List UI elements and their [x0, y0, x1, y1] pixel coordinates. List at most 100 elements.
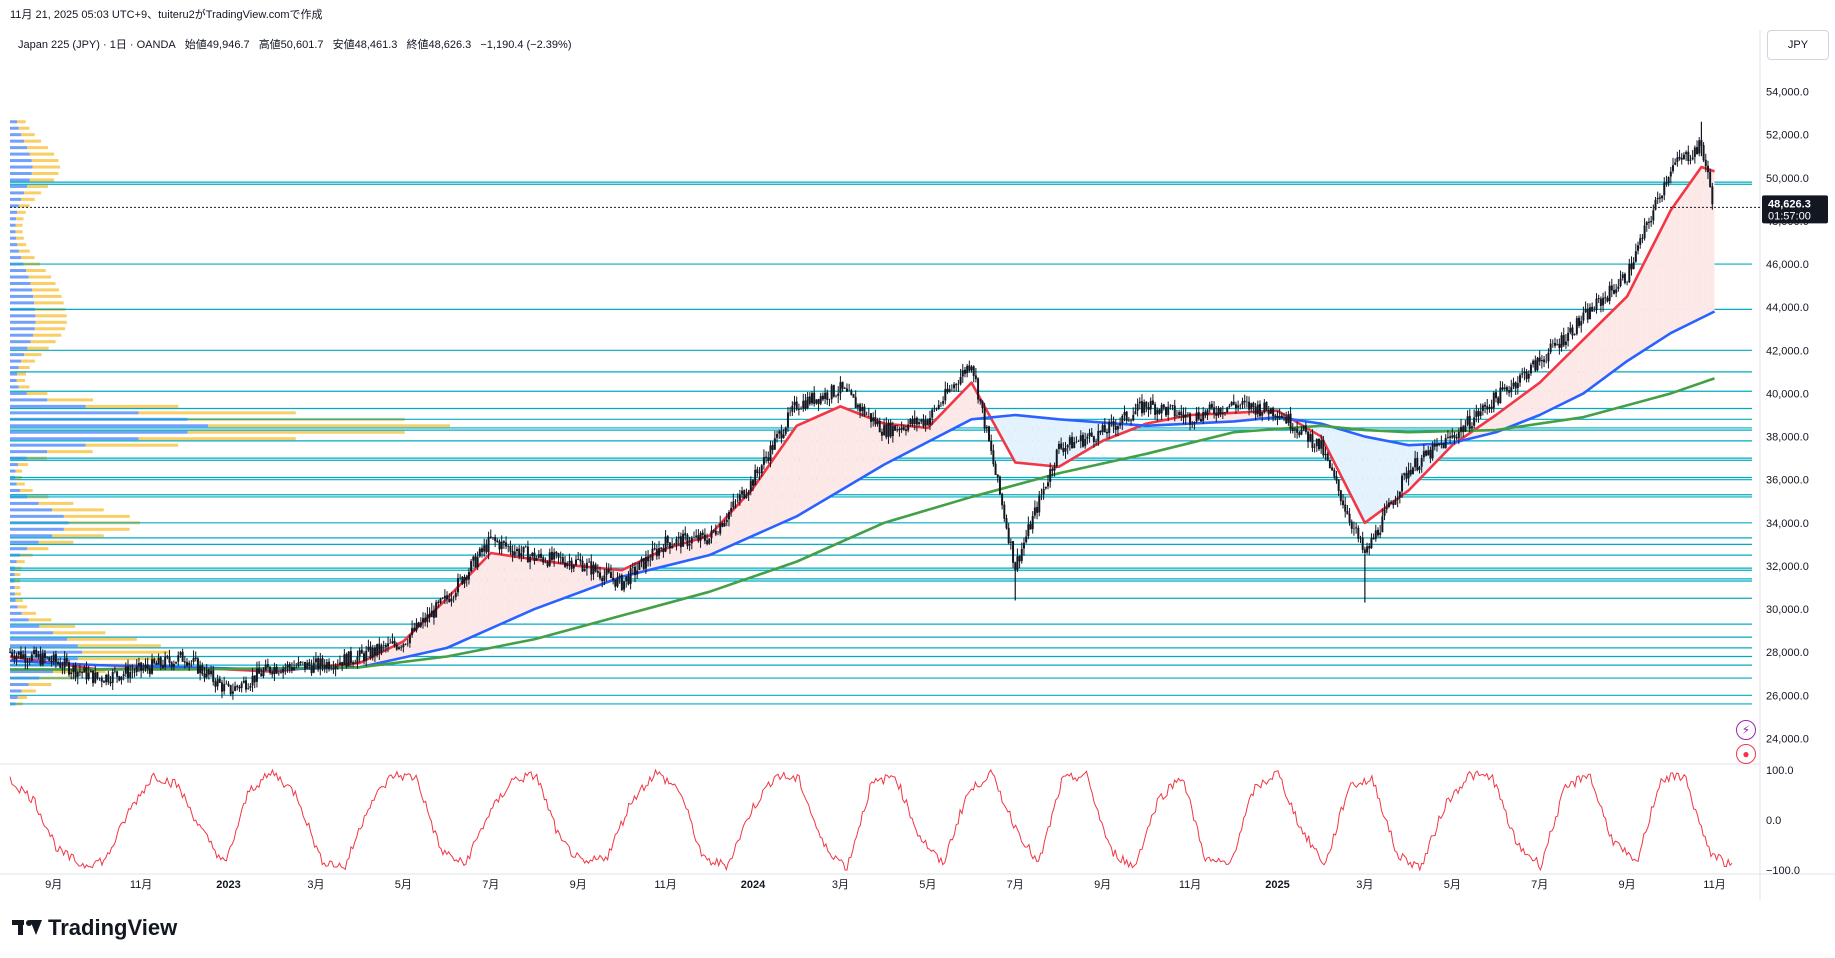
price-tick-label: 30,000.0 [1766, 604, 1809, 616]
vp-down-bar [21, 689, 36, 693]
ma-fill-segment [1595, 322, 1601, 385]
horizontal-levels [10, 181, 1752, 705]
vp-up-bar [10, 424, 209, 428]
vp-up-bar [10, 534, 53, 538]
price-tick-label: 44,000.0 [1766, 302, 1809, 314]
vp-down-bar [67, 637, 137, 641]
vp-up-bar [10, 683, 29, 687]
ma-fill-segment [441, 597, 448, 650]
vp-up-bar [10, 281, 31, 285]
time-tick-label: 3月 [1356, 879, 1373, 891]
ma-fill-segment [1532, 383, 1539, 418]
vp-down-bar [15, 230, 23, 234]
vp-down-bar [17, 243, 27, 247]
ma-fill-segment [1367, 437, 1374, 521]
ma-fill-segment [1521, 392, 1528, 423]
moving-average-2 [9, 310, 1716, 671]
chart-caption: 11月 21, 2025 05:03 UTC+9、tuiteru2がTradin… [10, 9, 323, 21]
vp-up-bar [10, 391, 27, 395]
record-icon[interactable]: ● [1736, 744, 1756, 764]
currency-button[interactable]: JPY [1767, 30, 1829, 60]
ma-fill-segment [1009, 415, 1016, 463]
ma-fill-segment [828, 409, 834, 498]
symbol-name[interactable]: Japan 225 (JPY) · 1日 · OANDA [18, 39, 176, 51]
ma-fill-segment [1390, 441, 1397, 504]
ma-fill-segment [964, 384, 971, 423]
symbol-legend: Japan 225 (JPY) · 1日 · OANDA 始値49,946.7 … [18, 36, 577, 52]
vp-down-bar [26, 391, 48, 395]
ma-fill-segment [1623, 292, 1630, 364]
vp-down-bar [14, 573, 21, 577]
tradingview-logo[interactable]: TradingView [12, 915, 177, 941]
ma-fill-segment [424, 614, 431, 653]
ma-fill-segment [1674, 196, 1681, 332]
ma-fill-segment [1049, 418, 1056, 467]
ma-fill-segment [1538, 378, 1545, 416]
vp-down-bar [27, 146, 48, 150]
vp-up-bar [10, 249, 19, 253]
ma-fill-segment [731, 505, 738, 546]
ma-fill-segment [771, 453, 778, 528]
ma-fill-segment [919, 427, 925, 447]
vp-up-bar [10, 695, 18, 699]
lightning-icon[interactable]: ⚡ [1736, 720, 1756, 740]
time-tick-label: 9月 [45, 879, 62, 891]
ma-fill-segment [737, 499, 743, 543]
time-tick-label: 5月 [919, 879, 936, 891]
ma-fill-segment [811, 416, 817, 508]
ma-fill-segment [527, 558, 533, 613]
price-tick-label: 36,000.0 [1766, 475, 1809, 487]
ma-fill-segment [481, 556, 488, 633]
vp-down-bar [52, 508, 104, 512]
vp-up-bar [10, 508, 53, 512]
ma-fill-segment [691, 539, 698, 560]
price-tick-label: 24,000.0 [1766, 733, 1809, 745]
ma-fill-segment [487, 553, 493, 631]
ma-fill-segment [1589, 327, 1596, 389]
vp-up-bar [10, 670, 53, 674]
ma-fill-segment [436, 603, 442, 651]
ma-fill-segment [1356, 434, 1363, 518]
vp-down-bar [18, 204, 30, 208]
ma-fill-segment [1038, 417, 1045, 466]
ma-fill-segment [1686, 180, 1692, 326]
price-tick-label: 52,000.0 [1766, 130, 1809, 142]
vp-up-bar [10, 288, 33, 292]
ma-fill-segment [1708, 169, 1715, 315]
vp-up-bar [10, 560, 17, 564]
vp-up-bar [10, 398, 48, 402]
time-tick-label: 3月 [832, 879, 849, 891]
ma-fill-segment [578, 565, 584, 593]
vp-up-bar [10, 327, 35, 331]
ma-fill-segment [1527, 387, 1533, 421]
vp-down-bar [21, 359, 35, 363]
vp-up-bar [10, 359, 22, 363]
vp-down-bar [31, 159, 59, 163]
vp-up-bar [10, 172, 32, 175]
ma-fill-segment [1322, 424, 1329, 451]
vp-down-bar [82, 650, 170, 654]
time-tick-label: 9月 [1619, 879, 1636, 891]
vp-down-bar [34, 301, 64, 305]
vp-up-bar [10, 547, 28, 551]
vp-down-bar [28, 683, 52, 687]
vp-up-bar [10, 197, 22, 201]
ma-fill-segment [1657, 224, 1664, 342]
vp-down-bar [33, 333, 62, 337]
ma-fill-segment [913, 426, 920, 450]
ma-fill-segment [1339, 429, 1346, 484]
ma-fill-segment [822, 411, 829, 502]
vp-down-bar [18, 463, 28, 467]
ma-fill-segment [1669, 204, 1675, 335]
ma-fill-segment [1652, 236, 1658, 346]
vp-up-bar [10, 159, 32, 163]
vp-up-bar [10, 586, 15, 589]
vp-up-bar [10, 301, 35, 305]
time-tick-label: 11月 [1179, 879, 1201, 891]
vp-up-bar [10, 689, 22, 693]
vp-down-bar [47, 450, 93, 454]
vp-up-bar [10, 637, 68, 641]
vp-up-bar [10, 618, 29, 622]
vp-down-bar [39, 624, 76, 628]
